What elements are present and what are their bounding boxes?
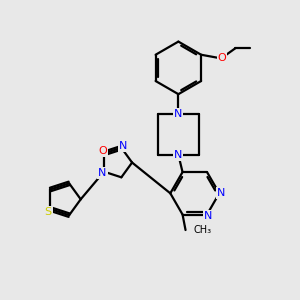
Text: N: N [174,150,183,160]
Text: N: N [204,211,213,221]
Text: CH₃: CH₃ [194,225,212,235]
Text: S: S [44,207,52,217]
Text: N: N [217,188,225,198]
Text: O: O [218,53,226,63]
Text: O: O [98,146,107,156]
Text: N: N [119,141,127,151]
Text: N: N [174,109,183,119]
Text: N: N [98,168,107,178]
